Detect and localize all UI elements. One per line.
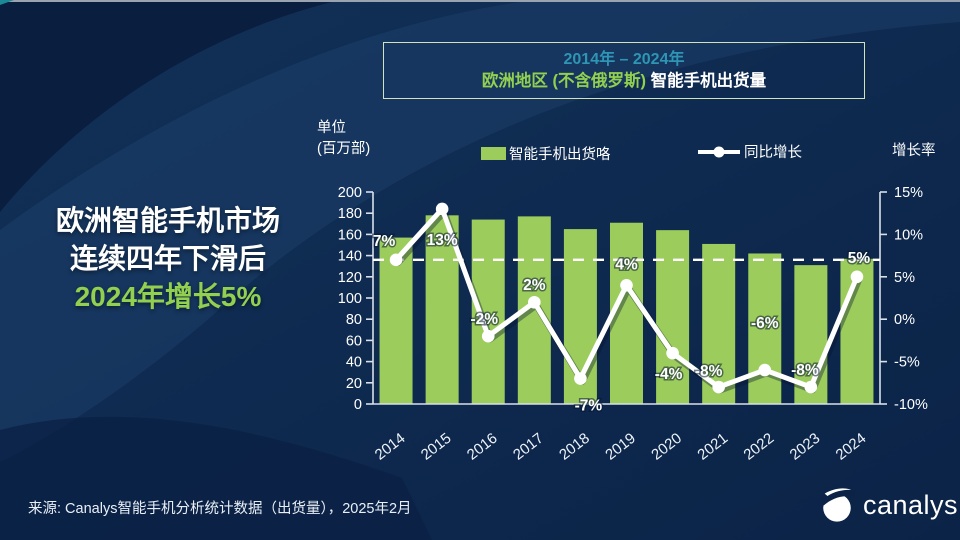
right-axis-title: 增长率 [892,143,936,159]
right-axis-tick-label: 15% [894,185,923,201]
growth-label-2023: -8% [791,362,819,379]
line-point-2015 [435,202,449,216]
growth-label-2018: -7% [575,398,603,415]
x-tick-label-2014: 2014 [372,430,409,464]
left-axis-tick-label: 180 [338,206,362,222]
legend-shipments-label: 智能手机出货咯 [509,147,611,163]
headline: 欧洲智能手机市场 连续四年下滑后 2024年增长5% [14,202,322,316]
x-tick-label-2016: 2016 [464,430,501,464]
chart-title-subject: 欧洲地区 (不含俄罗斯) 智能手机出货量 [482,70,766,92]
chart-title-box: 2014年 – 2024年 欧洲地区 (不含俄罗斯) 智能手机出货量 [383,42,865,99]
line-legend-icon [698,146,740,157]
line-point-2023 [804,380,818,394]
line-point-2014 [389,253,403,267]
bar-2015 [425,215,459,404]
legend-shipments: 智能手机出货咯 [481,143,611,164]
left-axis-title-line2: (百万部) [317,141,371,157]
line-point-2020 [666,346,679,360]
x-tick-label-2020: 2020 [648,430,685,464]
headline-line1: 欧洲智能手机市场 [55,205,280,236]
right-axis-tick-label: 10% [894,227,923,243]
line-point-2019 [620,278,633,292]
canalys-logo-icon [819,488,856,522]
line-point-2017 [528,295,541,309]
left-axis-tick-label: 140 [338,249,362,265]
headline-line2: 连续四年下滑后 [69,243,266,274]
chart-title-region: 欧洲地区 (不含俄罗斯) [481,71,646,90]
x-tick-label-2015: 2015 [418,430,455,464]
x-tick-label-2022: 2022 [740,430,777,464]
x-tick-label-2024: 2024 [833,430,870,464]
line-point-2021 [712,380,725,394]
left-axis-tick-label: 40 [346,355,362,371]
growth-label-2017: 2% [523,277,546,294]
headline-line3: 2024年增长5% [74,281,262,312]
chart-title-period: 2014年 – 2024年 [563,50,685,68]
bar-legend-swatch-icon [481,147,506,160]
left-axis-tick-label: 160 [338,227,362,243]
x-tick-label-2023: 2023 [787,430,824,464]
growth-label-2015: 13% [427,232,458,249]
right-axis-tick-label: -10% [894,397,928,413]
bar-2019 [610,222,643,404]
x-tick-label-2019: 2019 [602,430,639,464]
x-tick-label-2017: 2017 [510,430,547,464]
line-point-2024 [850,270,864,284]
left-axis-tick-label: 0 [354,397,362,413]
growth-label-2022: -6% [751,315,779,332]
line-point-2022 [758,363,772,377]
chart-title-subject-text: 智能手机出货量 [645,71,767,90]
top-border-line [0,0,960,2]
left-axis-tick-label: 200 [338,185,362,201]
line-point-2018 [574,372,587,385]
source-note: 来源: Canalys智能手机分析统计数据（出货量），2025年2月 [28,501,412,517]
left-axis-title: 单位 (百万部) [317,118,370,160]
left-axis-tick-label: 100 [338,291,362,307]
left-axis-tick-label: 80 [346,312,362,328]
left-axis-title-line1: 单位 [317,120,346,136]
x-tick-label-2021: 2021 [694,430,731,464]
bar-2022 [748,253,782,404]
growth-label-2019: 4% [615,256,638,273]
left-axis-tick-label: 120 [338,270,362,286]
right-axis-tick-label: 0% [894,312,915,328]
legend-growth: 同比增长 [696,141,802,162]
growth-label-2020: -4% [655,366,683,383]
line-point-2016 [481,329,495,343]
growth-label-2021: -8% [695,363,723,380]
canalys-logo-text: canalys [863,489,959,520]
growth-label-2024: 5% [848,250,871,267]
right-axis-tick-label: -5% [894,355,920,371]
growth-label-2014: 7% [373,233,396,250]
growth-label-2016: -2% [470,311,498,328]
corner-accent [0,0,14,5]
legend-growth-label: 同比增长 [744,145,802,161]
canalys-logo: canalys [818,485,958,525]
x-tick-label-2018: 2018 [556,430,593,464]
right-axis-tick-label: 5% [894,270,915,286]
left-axis-tick-label: 60 [346,333,362,349]
combo-chart: 20018016014012010080604020015%10%5%0%-5%… [338,185,928,464]
left-axis-tick-label: 20 [346,376,362,392]
